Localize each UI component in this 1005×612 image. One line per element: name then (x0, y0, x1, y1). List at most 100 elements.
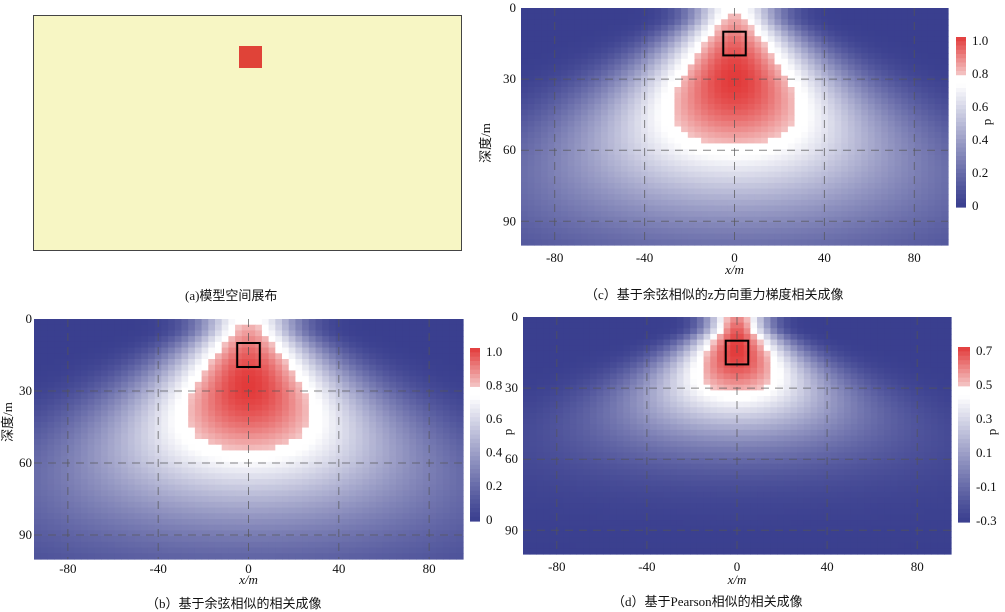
heatmap-cell (121, 450, 128, 456)
heatmap-cell (714, 87, 721, 93)
heatmap-cell (581, 189, 588, 195)
heatmap-cell (362, 348, 369, 354)
heatmap-cell (668, 228, 675, 234)
heatmap-cell (295, 410, 302, 416)
heatmap-cell (735, 177, 742, 183)
heatmap-cell (594, 166, 601, 172)
heatmap-cell (928, 64, 935, 70)
heatmap-cell (528, 8, 535, 14)
heatmap-cell (188, 330, 195, 336)
heatmap-cell (215, 445, 222, 451)
heatmap-cell (309, 376, 316, 382)
heatmap-cell (202, 325, 209, 331)
heatmap-cell (928, 143, 935, 149)
heatmap-cell (808, 166, 815, 172)
heatmap-cell (708, 206, 715, 212)
heatmap-cell (554, 138, 561, 144)
heatmap-cell (202, 330, 209, 336)
heatmap-cell (881, 217, 888, 223)
heatmap-cell (868, 143, 875, 149)
heatmap-cell (188, 376, 195, 382)
heatmap-cell (888, 194, 895, 200)
heatmap-cell (928, 110, 935, 116)
heatmap-cell (801, 104, 808, 110)
heatmap-cell (601, 19, 608, 25)
heatmap-cell (188, 473, 195, 479)
heatmap-cell (101, 382, 108, 388)
heatmap-cell (135, 513, 142, 519)
heatmap-cell (761, 160, 768, 166)
heatmap-cell (841, 172, 848, 178)
heatmap-cell (755, 155, 762, 161)
heatmap-cell (588, 64, 595, 70)
heatmap-cell (561, 104, 568, 110)
heatmap-cell (648, 104, 655, 110)
heatmap-cell (688, 104, 695, 110)
heatmap-cell (875, 53, 882, 59)
heatmap-cell (795, 42, 802, 48)
heatmap-cell (181, 422, 188, 428)
heatmap-cell (108, 370, 115, 376)
heatmap-cell (895, 81, 902, 87)
heatmap-cell (661, 81, 668, 87)
heatmap-cell (788, 132, 795, 138)
heatmap-cell (554, 194, 561, 200)
colorbar-tick-label: 1.0 (972, 33, 988, 48)
heatmap-cell (436, 433, 443, 439)
heatmap-cell (528, 110, 535, 116)
heatmap-cell (928, 177, 935, 183)
heatmap-cell (450, 508, 457, 514)
heatmap-cell (34, 456, 41, 462)
heatmap-cell (835, 234, 842, 240)
heatmap-cell (568, 177, 575, 183)
heatmap-cell (781, 121, 788, 127)
heatmap-cell (403, 365, 410, 371)
heatmap-cell (409, 508, 416, 514)
heatmap-cell (88, 353, 95, 359)
heatmap-cell (450, 422, 457, 428)
colorbar-swatch (956, 190, 966, 195)
heatmap-cell (342, 485, 349, 491)
heatmap-cell (195, 382, 202, 388)
heatmap-cell (369, 450, 376, 456)
heatmap-cell (436, 336, 443, 342)
heatmap-cell (41, 365, 48, 371)
heatmap-cell (708, 166, 715, 172)
heatmap-cell (928, 81, 935, 87)
heatmap-cell (202, 359, 209, 365)
heatmap-cell (781, 115, 788, 121)
heatmap-cell (848, 132, 855, 138)
heatmap-cell (621, 70, 628, 76)
heatmap-cell (255, 502, 262, 508)
heatmap-cell (908, 211, 915, 217)
heatmap-cell (235, 490, 242, 496)
heatmap-cell (701, 206, 708, 212)
heatmap-cell (389, 405, 396, 411)
heatmap-cell (921, 222, 928, 228)
heatmap-cell (828, 104, 835, 110)
heatmap-cell (795, 143, 802, 149)
heatmap-cell (674, 143, 681, 149)
heatmap-cell (235, 370, 242, 376)
heatmap-cell (775, 53, 782, 59)
heatmap-cell (161, 393, 168, 399)
heatmap-cell (128, 433, 135, 439)
heatmap-cell (888, 228, 895, 234)
heatmap-cell (383, 336, 390, 342)
heatmap-cell (608, 121, 615, 127)
heatmap-cell (741, 8, 748, 14)
heatmap-cell (574, 183, 581, 189)
heatmap-cell (608, 81, 615, 87)
heatmap-cell (114, 353, 121, 359)
heatmap-cell (748, 81, 755, 87)
heatmap-cell (88, 325, 95, 331)
heatmap-cell (868, 127, 875, 133)
heatmap-cell (450, 490, 457, 496)
heatmap-cell (561, 166, 568, 172)
heatmap-cell (748, 19, 755, 25)
heatmap-cell (608, 19, 615, 25)
heatmap-cell (175, 439, 182, 445)
heatmap-cell (108, 439, 115, 445)
heatmap-cell (748, 177, 755, 183)
heatmap-cell (34, 502, 41, 508)
